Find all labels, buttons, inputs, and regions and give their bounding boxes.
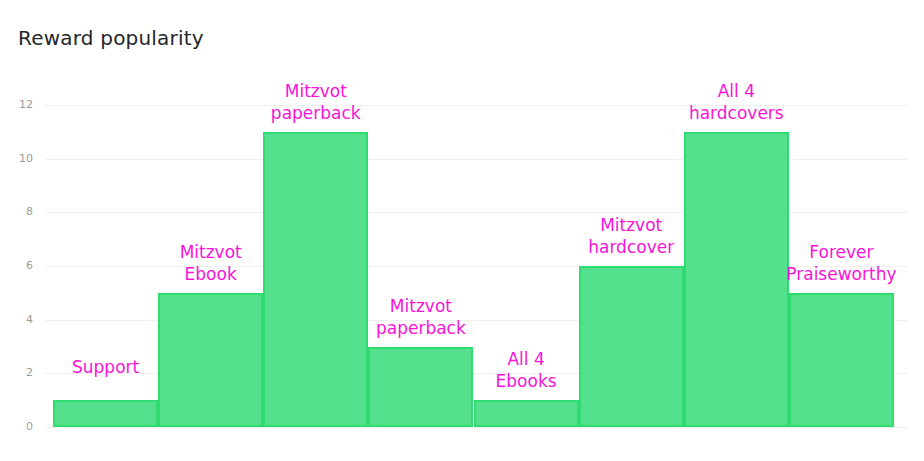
y-tick-label-0: 0: [0, 420, 33, 434]
reward-popularity-chart: Reward popularity 0 2 4 6 8 10 12 Support Mitzvo…: [0, 0, 924, 461]
bar-6: [579, 266, 684, 427]
bar-label-2: Mitzvot Ebook: [180, 241, 242, 285]
chart-title: Reward popularity: [18, 26, 204, 50]
y-tick-label-2: 2: [0, 366, 33, 380]
bar-4: [368, 347, 473, 428]
y-tick-label-10: 10: [0, 152, 33, 166]
bar-label-6: Mitzvot hardcover: [588, 214, 674, 258]
y-tick-label-8: 8: [0, 205, 33, 219]
bar-label-4: Mitzvot paperback: [376, 295, 466, 339]
bar-8: [789, 293, 894, 427]
bar-3: [263, 132, 368, 427]
bar-1: [53, 400, 158, 427]
gridline-y0: [45, 427, 908, 428]
bar-label-1: Support: [72, 356, 139, 378]
bar-7: [684, 132, 789, 427]
bar-label-5: All 4 Ebooks: [496, 348, 557, 392]
bar-5: [474, 400, 579, 427]
y-tick-label-4: 4: [0, 313, 33, 327]
y-tick-label-6: 6: [0, 259, 33, 273]
y-tick-label-12: 12: [0, 98, 33, 112]
bar-label-7: All 4 hardcovers: [689, 80, 784, 124]
bar-2: [158, 293, 263, 427]
bar-label-3: Mitzvot paperback: [271, 80, 361, 124]
bar-label-8: Forever Praiseworthy: [786, 241, 896, 285]
